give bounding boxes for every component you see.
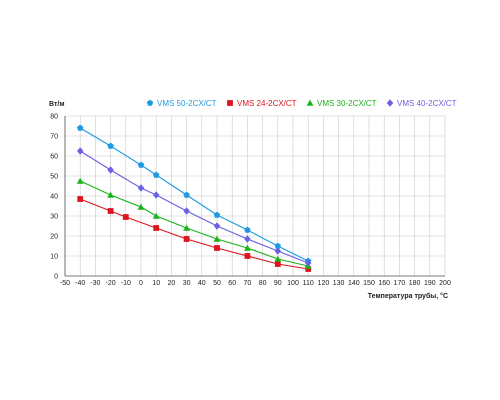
series-3-point-7 [274,247,282,255]
series-3 [76,147,312,267]
x-tick-label-4: -10 [121,280,131,287]
series-2-point-2 [137,203,145,210]
y-tick-label-2: 20 [50,234,58,241]
x-tick-label-16: 110 [303,280,314,287]
y-tick-label-6: 60 [50,154,58,161]
x-tick-label-23: 180 [409,280,421,287]
legend-marker-0 [146,99,154,106]
series-2-point-7 [274,255,282,262]
axes [64,116,445,277]
series-3-point-4 [183,207,190,215]
series-0-point-4 [183,191,190,198]
series-3-point-8 [304,259,312,267]
grid [64,115,446,277]
series-1-point-7 [274,261,281,267]
series-lines [76,124,312,272]
series-3-point-1 [107,166,114,174]
series-0-point-7 [274,242,282,249]
legend-label-1: VMS 24-2CX/CT [237,99,297,108]
x-tick-label-18: 130 [333,280,345,287]
y-tick-label-4: 40 [50,194,58,201]
x-tick-label-12: 70 [244,280,252,287]
x-tick-label-7: 20 [168,280,176,287]
series-1-point-3 [153,225,160,231]
y-tick-label-3: 30 [50,214,58,221]
series-0 [76,124,312,264]
x-tick-label-6: 10 [152,280,160,287]
series-2 [76,177,312,269]
x-tick-label-21: 160 [378,280,390,287]
tick-labels: -50 -40 -30 -20 -10 0 10 20 30 40 50 60 70 80 90 100 110… [50,114,451,288]
series-2-point-4 [183,224,190,231]
series-0-point-6 [244,226,251,233]
x-tick-label-17: 120 [318,280,330,287]
series-2-point-6 [244,244,251,251]
series-3-point-3 [152,191,160,199]
series-1-point-2 [122,214,129,220]
series-1-point-6 [244,253,251,259]
series-1 [77,196,312,272]
x-tick-label-5: 0 [139,280,143,287]
legend-marker-3 [386,99,394,107]
x-tick-label-10: 50 [213,280,221,287]
legend: VMS 50-2CX/CT VMS 24-2CX/CT VMS 30-2CX/CT V… [146,99,457,108]
x-tick-label-14: 90 [274,280,282,287]
series-0-point-1 [107,142,114,149]
x-tick-label-25: 200 [439,280,451,287]
legend-marker-2 [306,99,314,106]
series-3-point-5 [213,222,221,230]
series-2-point-5 [213,235,221,242]
series-1-point-1 [107,208,114,214]
x-tick-label-24: 190 [424,280,436,287]
x-tick-label-1: -40 [75,280,85,287]
x-tick-label-2: -30 [90,280,100,287]
series-3-point-2 [137,184,145,192]
x-tick-label-19: 140 [348,280,360,287]
series-1-line [79,198,309,270]
y-tick-label-0: 0 [54,274,58,281]
series-3-point-0 [76,147,84,155]
x-tick-label-9: 40 [198,280,206,287]
x-tick-label-15: 100 [287,280,299,287]
y-tick-label-5: 50 [50,174,58,181]
legend-label-2: VMS 30-2CX/CT [317,99,377,108]
series-2-point-3 [152,212,160,219]
x-tick-label-22: 170 [394,280,406,287]
x-tick-label-20: 150 [363,280,375,287]
series-1-point-8 [305,266,312,272]
y-axis-title: Вт/м [49,101,65,108]
x-tick-label-13: 80 [259,280,267,287]
x-axis-title: Температура трубы, °С [368,292,448,300]
series-0-point-5 [213,211,221,218]
x-tick-label-3: -20 [106,280,116,287]
legend-label-3: VMS 40-2CX/CT [397,99,457,108]
series-0-point-2 [137,161,145,168]
y-tick-label-1: 10 [50,254,58,261]
series-3-point-6 [244,235,251,243]
series-1-point-5 [214,245,220,251]
series-0-point-3 [152,171,160,178]
x-tick-label-0: -50 [60,280,70,287]
series-1-point-4 [183,236,190,242]
x-tick-label-8: 30 [183,280,191,287]
y-tick-label-7: 70 [50,134,58,141]
series-1-point-0 [77,196,84,202]
series-0-point-0 [76,124,84,131]
series-2-point-0 [76,177,84,184]
legend-label-0: VMS 50-2CX/CT [157,99,217,108]
series-3-line [79,150,309,264]
series-2-line [79,180,309,267]
legend-marker-1 [227,100,233,106]
y-tick-label-8: 80 [50,114,58,121]
x-tick-label-11: 60 [228,280,236,287]
series-2-point-1 [107,191,114,198]
